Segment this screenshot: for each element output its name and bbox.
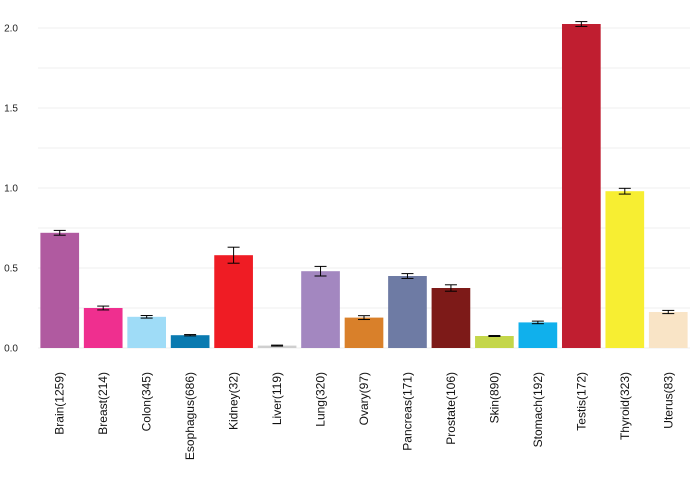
bar [388, 276, 427, 348]
error-bar [401, 273, 414, 279]
x-tick-label: Lung(320) [314, 372, 328, 427]
bar [605, 191, 645, 348]
bars [40, 24, 688, 348]
error-bar [618, 187, 631, 195]
y-tick-label: 2.0 [4, 24, 18, 35]
bar [344, 317, 384, 348]
error-bar [531, 320, 544, 325]
bar [214, 255, 253, 348]
x-tick-label: Thyroid(323) [618, 372, 632, 440]
x-axis-labels: Brain(1259) Breast(214) Colon(345) Esophagu… [53, 372, 676, 460]
error-bar [53, 229, 66, 236]
x-tick-label: Uterus(83) [661, 372, 675, 429]
x-tick-label: Liver(119) [270, 372, 284, 425]
x-tick-label: Stomach(192) [531, 372, 545, 447]
grid-lines [38, 27, 690, 349]
error-bar [184, 334, 197, 337]
x-tick-label: Testis(172) [574, 372, 588, 431]
error-bar [358, 315, 370, 321]
y-tick-label: 1.5 [4, 104, 18, 115]
bar [40, 232, 80, 348]
x-tick-label: Kidney(32) [227, 372, 241, 430]
x-tick-label: Esophagus(686) [183, 372, 197, 460]
bar [431, 288, 471, 348]
x-tick-label: Prostate(106) [444, 372, 458, 445]
bar [127, 316, 167, 348]
bar [518, 322, 558, 348]
error-bar [488, 335, 501, 337]
error-bars [53, 21, 675, 347]
x-tick-label: Breast(214) [96, 372, 110, 435]
bar [648, 312, 688, 348]
bar [257, 345, 297, 348]
x-tick-label: Brain(1259) [53, 372, 67, 435]
error-bar [662, 309, 675, 315]
x-tick-label: Ovary(97) [357, 372, 371, 425]
error-bar [444, 284, 457, 292]
y-tick-label: 1.0 [4, 184, 18, 195]
bar [301, 271, 340, 348]
x-tick-label: Skin(890) [487, 372, 501, 423]
bar [475, 336, 514, 348]
bar [170, 335, 210, 348]
bar [561, 24, 601, 348]
error-bar [314, 265, 327, 277]
bar [83, 308, 123, 348]
error-bar [227, 246, 240, 264]
y-tick-label: 0.5 [4, 264, 18, 275]
error-bar [575, 21, 588, 27]
error-bar [271, 344, 284, 347]
x-tick-label: Pancreas(171) [400, 372, 414, 451]
y-tick-label: 0.0 [4, 344, 18, 355]
error-bar [97, 305, 110, 311]
y-axis-ticks: 0.0 0.5 1.0 1.5 2.0 [4, 24, 18, 355]
x-tick-label: Colon(345) [140, 372, 154, 431]
error-bar [140, 315, 153, 319]
